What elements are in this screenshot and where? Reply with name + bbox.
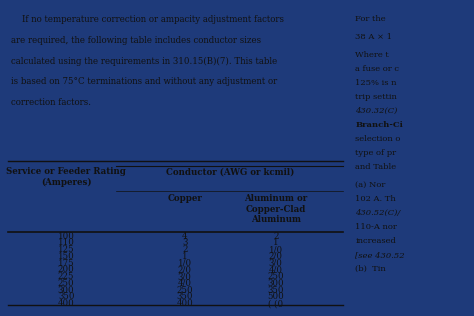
Text: Where t: Where t [356,51,389,59]
Text: 4: 4 [182,232,187,240]
Text: Service or Feeder Rating
(Amperes): Service or Feeder Rating (Amperes) [6,167,126,187]
Text: type of pr: type of pr [356,149,397,157]
Text: (a) Nor: (a) Nor [356,181,386,189]
Text: 150: 150 [58,252,74,261]
Text: If no temperature correction or ampacity adjustment factors: If no temperature correction or ampacity… [11,15,284,24]
Text: 350: 350 [176,293,193,301]
Text: increased: increased [356,237,396,245]
Text: Copper: Copper [167,194,202,204]
Text: 400: 400 [176,299,193,308]
Text: 110-A nor: 110-A nor [356,223,397,231]
Text: 300: 300 [58,286,74,295]
Text: 350: 350 [58,293,74,301]
Text: 175: 175 [58,258,74,268]
Text: Conductor (AWG or kcmil): Conductor (AWG or kcmil) [166,167,294,176]
Text: 2/0: 2/0 [178,265,191,274]
Text: 102 A. Th: 102 A. Th [356,195,396,203]
Text: (b)  Tin: (b) Tin [356,265,386,273]
Text: 430.32(C): 430.32(C) [356,107,398,115]
Text: ( (0: ( (0 [268,299,283,308]
Text: 125: 125 [58,245,74,254]
Text: 200: 200 [58,265,74,274]
Text: 125% is n: 125% is n [356,79,397,87]
Text: trip settin: trip settin [356,93,397,101]
Text: 4/0: 4/0 [269,265,283,274]
Text: 250: 250 [176,286,193,295]
Text: 3/0: 3/0 [269,258,283,268]
Text: calculated using the requirements in 310.15(B)(7). This table: calculated using the requirements in 310… [11,57,277,66]
Text: For the: For the [356,15,386,23]
Text: and Table: and Table [356,163,397,171]
Text: Branch-Ci: Branch-Ci [356,121,403,129]
Text: [see 430.52: [see 430.52 [356,251,405,259]
Text: selection o: selection o [356,135,401,143]
Text: 400: 400 [58,299,74,308]
Text: 300: 300 [267,279,284,288]
Text: 100: 100 [58,232,74,240]
Text: 1/0: 1/0 [269,245,283,254]
Text: 2/0: 2/0 [269,252,283,261]
Text: 3: 3 [182,238,187,247]
Text: 2: 2 [182,245,187,254]
Text: 430.52(C)/: 430.52(C)/ [356,209,401,217]
Text: is based on 75°C terminations and without any adjustment or: is based on 75°C terminations and withou… [11,77,277,86]
Text: are required, the following table includes conductor sizes: are required, the following table includ… [11,36,261,45]
Text: 225: 225 [58,272,74,281]
Text: 350: 350 [267,286,284,295]
Text: 1: 1 [182,252,188,261]
Text: 1: 1 [273,238,279,247]
Text: 110: 110 [58,238,74,247]
Text: Aluminum or
Copper-Clad
Aluminum: Aluminum or Copper-Clad Aluminum [244,194,308,224]
Text: a fuse or c: a fuse or c [356,65,400,73]
Text: 250: 250 [267,272,284,281]
Text: 4/0: 4/0 [178,279,191,288]
Text: correction factors.: correction factors. [11,98,91,107]
Text: 1/0: 1/0 [178,258,192,268]
Text: 38 A × 1: 38 A × 1 [356,33,392,41]
Text: 3/0: 3/0 [178,272,191,281]
Text: 2: 2 [273,232,279,240]
Text: 250: 250 [58,279,74,288]
Text: 500: 500 [267,293,284,301]
